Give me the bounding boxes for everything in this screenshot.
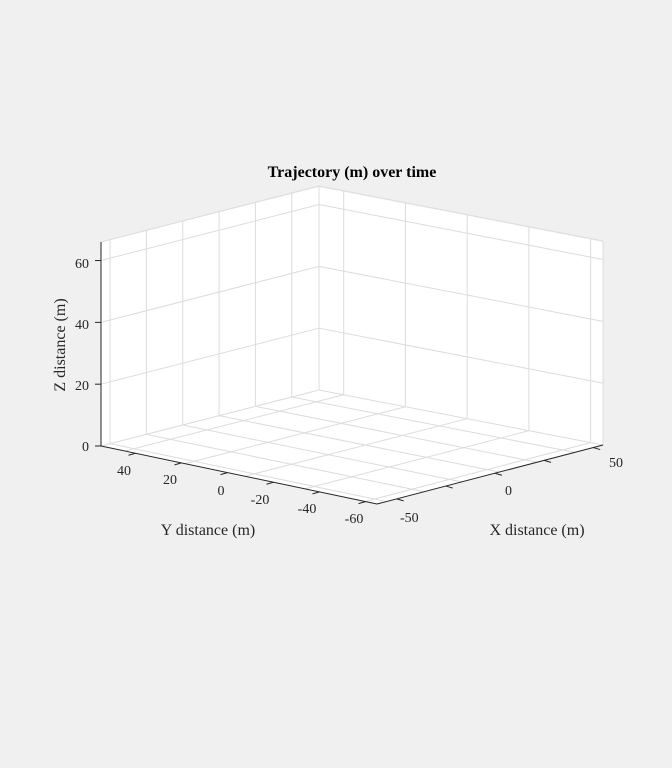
x-tick-mark — [396, 498, 404, 502]
x-grid-line — [364, 442, 591, 502]
y-tick-label: 40 — [117, 464, 131, 479]
x-tick-label: 0 — [505, 484, 512, 499]
z-grid-line — [318, 327, 604, 384]
z-grid-line — [100, 265, 320, 323]
z-grid-line — [100, 204, 320, 262]
grid-lines — [100, 185, 604, 503]
z-grid-line — [318, 265, 604, 322]
y-tick-mark — [358, 501, 366, 505]
z-tick-label: 40 — [75, 318, 89, 333]
x-tick-mark — [445, 485, 453, 489]
x-tick-mark — [494, 472, 503, 476]
z-tick-label: 0 — [82, 440, 89, 455]
z-grid-line — [318, 389, 604, 446]
x-tick-mark — [593, 447, 601, 451]
y-grid-line — [255, 405, 538, 463]
axes — [95, 242, 604, 505]
x-tick-labels: -50 0 50 — [400, 456, 623, 526]
x-grid-line — [304, 430, 530, 490]
y-tick-mark — [220, 472, 228, 476]
y-axis-line — [100, 445, 378, 505]
y-tick-label: 0 — [218, 484, 225, 499]
y-tick-mark — [174, 462, 182, 466]
y-grid-line — [146, 433, 425, 493]
x-grid-line — [244, 418, 468, 477]
box-edge — [100, 185, 320, 243]
plot-area — [101, 187, 603, 504]
y-tick-mark — [128, 452, 136, 456]
x-grid-line — [184, 406, 406, 465]
x-axis-label: X distance (m) — [489, 522, 584, 539]
x-axis-line — [376, 444, 604, 505]
x-grid-line — [124, 394, 344, 452]
y-tick-label: -40 — [298, 502, 317, 517]
chart-title: Trajectory (m) over time — [268, 164, 437, 181]
y-grid-line — [109, 443, 387, 503]
y-tick-label: 20 — [163, 473, 177, 488]
z-tick-labels: 0 20 40 60 — [75, 257, 89, 455]
y-grid-line — [291, 396, 575, 453]
z-grid-line — [318, 204, 604, 261]
y-tick-label: -60 — [345, 512, 364, 527]
y-grid-line — [182, 424, 462, 483]
x-tick-label: -50 — [400, 511, 419, 526]
y-tick-label: -20 — [251, 493, 270, 508]
y-grid-line — [218, 415, 500, 473]
z-tick-label: 60 — [75, 257, 89, 272]
x-tick-label: 50 — [609, 456, 623, 471]
box-edge — [318, 185, 604, 242]
z-axis-label: Z distance (m) — [52, 298, 69, 391]
y-tick-labels: 40 20 0 -20 -40 -60 — [117, 464, 363, 527]
y-tick-mark — [312, 491, 320, 495]
y-axis-label: Y distance (m) — [161, 522, 255, 539]
y-tick-mark — [266, 481, 274, 485]
x-tick-mark — [543, 459, 552, 463]
z-tick-label: 20 — [75, 379, 89, 394]
z-grid-line — [100, 327, 320, 385]
z-grid-line — [100, 389, 320, 447]
